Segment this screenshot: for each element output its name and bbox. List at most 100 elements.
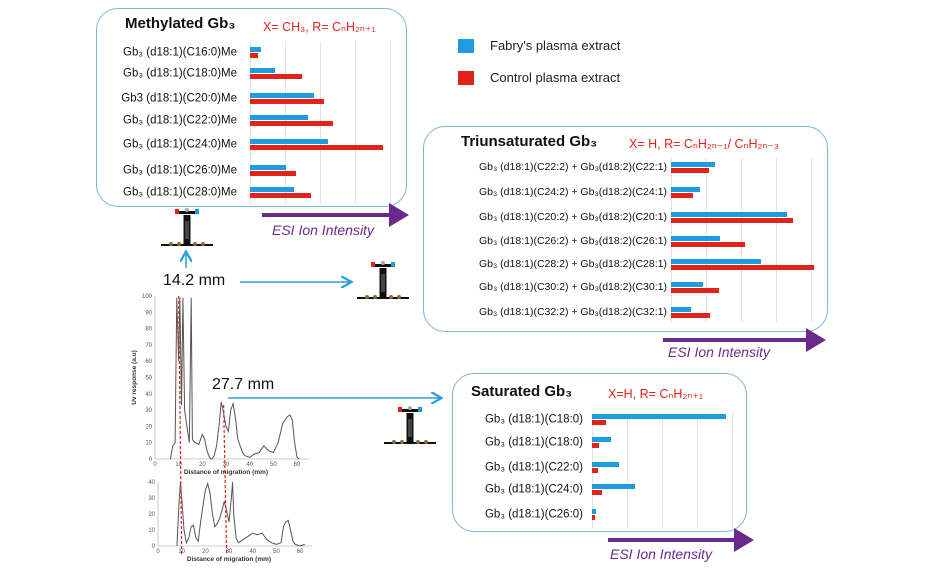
gridline — [741, 158, 742, 322]
esi-label-triunsaturated: ESI Ion Intensity — [668, 344, 770, 360]
electropherogram-trace — [169, 297, 300, 460]
esi-label-methylated: ESI Ion Intensity — [272, 222, 374, 238]
bar-category-label: Gb₃ (d18:1)(C24:0) — [484, 483, 583, 496]
y-tick-label: 30 — [148, 496, 155, 502]
migration-marker-line — [223, 404, 228, 556]
bar-fabry — [592, 484, 635, 489]
triunsaturated-panel: Triunsaturated Gb₃ X= H, R= CₙH₂ₙ₋₁/ CₙH… — [423, 126, 828, 332]
electropherogram-trace — [176, 481, 305, 547]
bar-fabry — [671, 259, 761, 264]
panel-title: Triunsaturated Gb₃ — [461, 133, 598, 150]
esi-source-icon — [160, 207, 214, 247]
bar-category-label: Gb₃ (d18:1)(C22:0) — [484, 461, 583, 474]
gridline — [811, 158, 812, 322]
y-tick-label: 40 — [148, 480, 155, 486]
x-tick-label: 20 — [202, 549, 209, 555]
bar-fabry — [250, 139, 329, 144]
y-tick-label: 60 — [145, 359, 152, 365]
bar-category-label: Gb₃ (d18:1)(C18:0) — [484, 436, 583, 449]
bar-control — [250, 171, 296, 176]
esi-source-icon — [383, 405, 437, 445]
bar-fabry — [671, 187, 700, 192]
bar-fabry — [671, 307, 691, 312]
bar-control — [671, 218, 793, 223]
bar-fabry — [592, 462, 619, 467]
bar-control — [592, 468, 598, 473]
y-tick-label: 10 — [148, 528, 155, 534]
gridline — [662, 412, 663, 528]
bar-fabry — [592, 509, 597, 514]
x-tick-label: 10 — [175, 462, 182, 468]
bar-fabry — [250, 47, 261, 52]
panel-formula: X=H, R= CₙH₂ₙ₊₁ — [608, 387, 704, 401]
panel-title: Methylated Gb₃ — [125, 15, 236, 32]
gridline — [697, 412, 698, 528]
bar-category-label: Gb₃ (d18:1)(C24:0)Me — [123, 138, 237, 151]
x-tick-label: 20 — [199, 462, 206, 468]
bar-category-label: Gb₃ (d18:1)(C16:0)Me — [123, 46, 237, 59]
panel-formula: X= H, R= CₙH₂ₙ₋₁/ CₙH₂ₙ₋₃ — [629, 137, 780, 151]
migration-distance-2: 27.7 mm — [212, 376, 275, 393]
bar-category-label: Gb₃ (d18:1)(C28:2) + Gb₃(d18:2)(C28:1) — [478, 258, 667, 271]
y-tick-label: 10 — [145, 441, 152, 447]
migration-marker-line — [178, 295, 183, 556]
bar-fabry — [250, 115, 308, 120]
x-tick-label: 50 — [270, 462, 277, 468]
x-tick-label: 50 — [273, 549, 280, 555]
bar-category-label: Gb₃ (d18:1)(C18:0) — [484, 413, 583, 426]
bar-category-label: Gb3 (d18:1)(C20:0)Me — [121, 92, 237, 105]
bar-control — [250, 121, 334, 126]
bar-category-label: Gb₃ (d18:1)(C26:0)Me — [123, 164, 237, 177]
bar-control — [250, 53, 259, 58]
y-axis-label: Uv response (a.u) — [131, 350, 138, 405]
bar-control — [250, 74, 302, 79]
x-tick-label: 60 — [294, 462, 301, 468]
bar-control — [592, 490, 602, 495]
x-tick-label: 40 — [246, 462, 253, 468]
migration-distance-1: 14.2 mm — [163, 272, 226, 289]
esi-source-icon — [356, 260, 410, 300]
y-tick-label: 0 — [152, 544, 156, 550]
bar-control — [671, 288, 720, 293]
panel-title: Saturated Gb₃ — [471, 383, 573, 400]
y-tick-label: 70 — [145, 343, 152, 349]
y-tick-label: 80 — [145, 327, 152, 333]
gridline — [732, 412, 733, 528]
gridline — [390, 42, 391, 204]
bar-category-label: Gb₃ (d18:1)(C28:0)Me — [123, 186, 237, 199]
legend-label-control: Control plasma extract — [490, 70, 621, 85]
gridline — [776, 158, 777, 322]
x-axis-label: Distance of migration (mm) — [184, 469, 268, 476]
esi-label-saturated: ESI Ion Intensity — [610, 546, 712, 562]
bar-control — [250, 99, 324, 104]
bar-fabry — [671, 282, 703, 287]
x-tick-label: 40 — [249, 549, 256, 555]
x-tick-label: 60 — [297, 549, 304, 555]
bar-control — [592, 420, 607, 425]
legend-swatch-control — [458, 71, 474, 85]
gridline — [355, 42, 356, 204]
y-tick-label: 20 — [145, 424, 152, 430]
bar-fabry — [250, 93, 315, 98]
y-tick-label: 30 — [145, 408, 152, 414]
gridline — [627, 412, 628, 528]
x-tick-label: 0 — [156, 549, 160, 555]
x-tick-label: 30 — [223, 462, 230, 468]
bar-fabry — [671, 236, 721, 241]
y-tick-label: 90 — [145, 310, 152, 316]
bar-category-label: Gb₃ (d18:1)(C26:2) + Gb₃(d18:2)(C26:1) — [478, 235, 667, 248]
bar-control — [671, 242, 746, 247]
bar-category-label: Gb₃ (d18:1)(C22:0)Me — [123, 114, 237, 127]
bar-control — [671, 168, 709, 173]
bar-fabry — [671, 212, 787, 217]
y-tick-label: 0 — [149, 457, 153, 463]
x-axis-label: Distance of migration (mm) — [187, 556, 271, 563]
bar-fabry — [592, 414, 726, 419]
bar-category-label: Gb₃ (d18:1)(C24:2) + Gb₃(d18:2)(C24:1) — [478, 186, 667, 199]
bar-category-label: Gb₃ (d18:1)(C26:0) — [484, 508, 583, 521]
bar-category-label: Gb₃ (d18:1)(C22:2) + Gb₃(d18:2)(C22:1) — [478, 161, 667, 174]
bar-category-label: Gb₃ (d18:1)(C18:0)Me — [123, 67, 237, 80]
y-tick-label: 50 — [145, 376, 152, 382]
bar-fabry — [671, 162, 716, 167]
